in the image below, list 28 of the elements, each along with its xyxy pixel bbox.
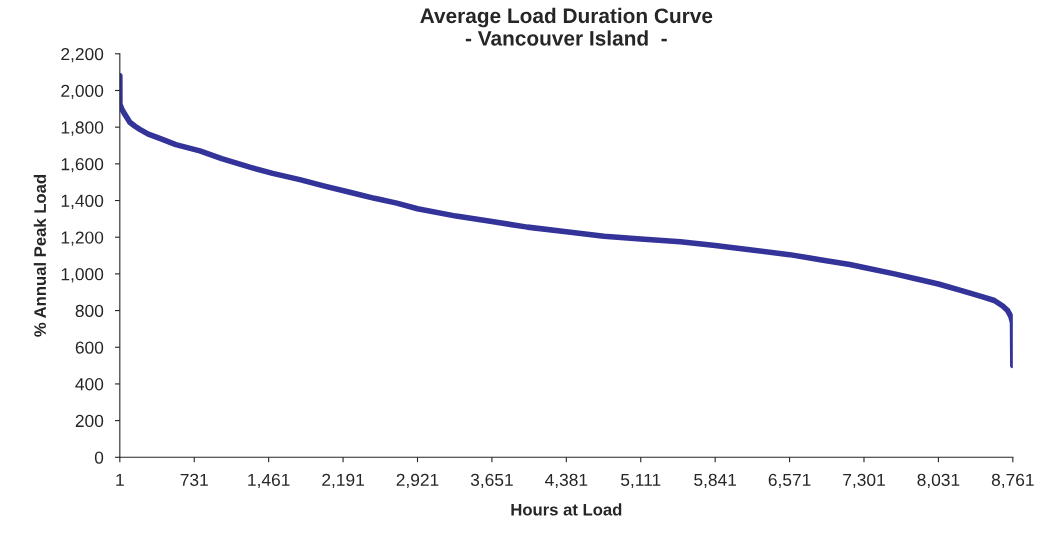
x-tick-label: 8,761 bbox=[991, 473, 1034, 489]
y-tick-label: 2,200 bbox=[61, 47, 104, 63]
y-tick-label: 600 bbox=[75, 341, 104, 354]
chart-title: Average Load Duration Curve - Vancouver Island - bbox=[420, 7, 713, 46]
y-axis-title: % Annual Peak Load bbox=[33, 174, 47, 337]
y-tick-label: 1,000 bbox=[61, 268, 104, 283]
x-tick-label: 2,191 bbox=[322, 473, 364, 489]
x-tick-label: 731 bbox=[180, 473, 208, 487]
y-tick-label: 1,800 bbox=[61, 121, 104, 136]
y-tick-label: 400 bbox=[75, 378, 104, 391]
y-tick-label: 1,400 bbox=[61, 194, 104, 210]
y-tick-label: 200 bbox=[75, 414, 104, 428]
y-tick-label: 1,600 bbox=[61, 158, 104, 173]
y-tick-label: 0 bbox=[94, 451, 104, 464]
x-tick-label: 6,571 bbox=[768, 473, 811, 489]
x-tick-label: 5,841 bbox=[694, 473, 737, 489]
y-tick-label: 2,000 bbox=[61, 84, 104, 99]
x-tick-label: 8,031 bbox=[917, 473, 960, 489]
x-tick-label: 2,921 bbox=[396, 473, 439, 489]
x-tick-label: 7,301 bbox=[843, 473, 885, 489]
x-tick-label: 1,461 bbox=[248, 473, 290, 489]
x-tick-label: 5,111 bbox=[621, 473, 661, 489]
x-tick-label: 1 bbox=[116, 473, 124, 486]
y-tick-label: 800 bbox=[75, 304, 104, 318]
y-tick-label: 1,200 bbox=[61, 231, 104, 246]
x-tick-label: 3,651 bbox=[470, 473, 513, 489]
x-axis-title: Hours at Load bbox=[511, 503, 622, 516]
x-tick-label: 4,381 bbox=[545, 473, 588, 489]
